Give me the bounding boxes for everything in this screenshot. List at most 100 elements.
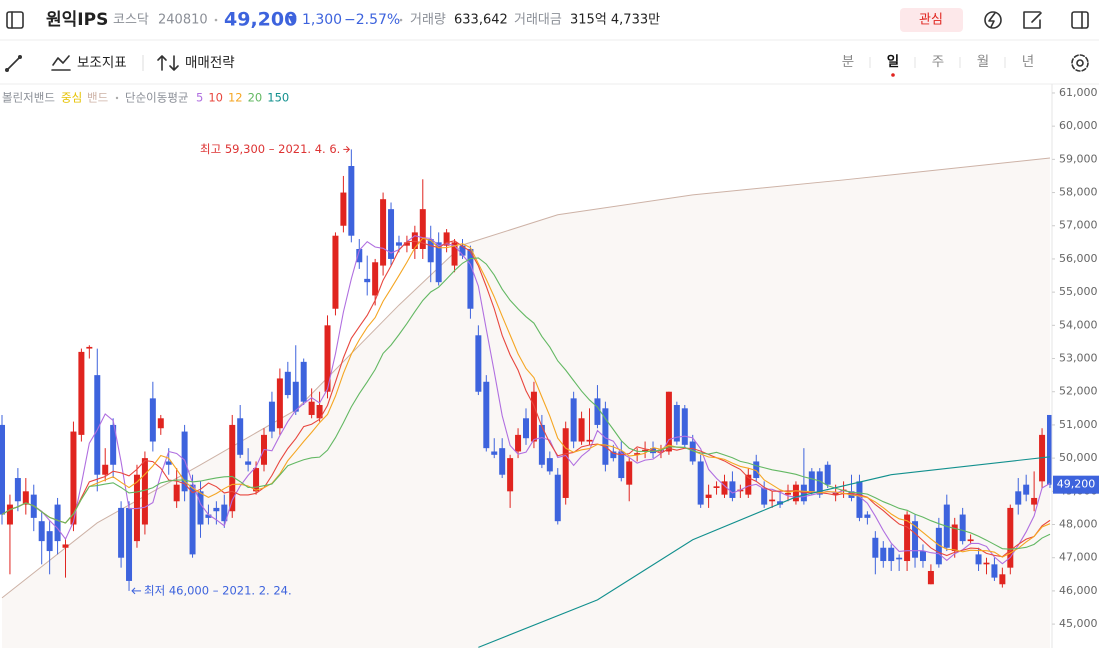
candle-body <box>141 458 148 525</box>
candle-body <box>94 375 101 475</box>
candle-body <box>904 514 911 562</box>
candle-body <box>467 248 474 309</box>
period-tab[interactable]: 주 <box>932 54 944 70</box>
period-tab[interactable]: 분 <box>842 54 854 70</box>
y-tick-label: 54,000 <box>1059 318 1098 331</box>
volume: 633,642 <box>454 13 508 28</box>
legend-sma: 단순이동평균 <box>125 91 188 105</box>
candle-body <box>380 199 387 266</box>
candle-body <box>1023 484 1030 495</box>
candle-body <box>229 424 236 512</box>
candle-body <box>62 544 69 548</box>
candle-body <box>221 504 228 522</box>
period-tab[interactable]: 월 <box>977 54 989 70</box>
candle-body <box>324 325 331 392</box>
y-tick-label: 47,000 <box>1059 551 1098 564</box>
indicators-button[interactable]: 보조지표 <box>77 55 127 71</box>
separator <box>115 96 119 100</box>
candle-body <box>785 492 791 495</box>
price-tag <box>1053 475 1099 494</box>
candle-body <box>538 424 545 465</box>
moving-average-line <box>478 456 1051 648</box>
candle-body <box>126 507 133 581</box>
candle-body <box>864 514 871 518</box>
candle-body <box>0 424 5 515</box>
y-tick-label: 59,000 <box>1059 152 1098 165</box>
candle-body <box>22 491 29 505</box>
annotation-arrowhead <box>345 146 351 153</box>
candle-body <box>110 424 117 465</box>
legend-sma-period: 150 <box>267 91 289 105</box>
legend-bollinger-center: 중심 <box>61 91 82 105</box>
candle-body <box>896 557 903 560</box>
separator <box>214 18 218 22</box>
moving-average-line <box>1 237 1051 558</box>
change-rate: −2.57% <box>344 12 400 28</box>
legend-bollinger: 볼린저밴드 <box>2 91 55 105</box>
candle-body <box>753 461 760 479</box>
candle-body <box>308 401 315 415</box>
settings-icon[interactable] <box>1071 54 1089 72</box>
candle-body <box>253 468 260 492</box>
panel-icon[interactable] <box>1071 11 1089 29</box>
y-tick-label: 51,000 <box>1059 418 1098 431</box>
candle-body <box>213 507 220 512</box>
y-tick-label: 55,000 <box>1059 285 1098 298</box>
candle-body <box>86 346 93 349</box>
candle-body <box>356 248 363 263</box>
candle-body <box>197 491 204 525</box>
candle-body <box>499 448 506 475</box>
candle-body <box>634 453 641 455</box>
candle-body <box>515 434 522 452</box>
candle-body <box>70 431 77 525</box>
strategy-button[interactable]: 매매전략 <box>185 55 235 71</box>
candle-body <box>610 451 617 459</box>
candle-body <box>388 209 395 259</box>
watch-button[interactable] <box>900 8 963 32</box>
y-tick-label: 52,000 <box>1059 385 1098 398</box>
period-tab[interactable]: 년 <box>1022 54 1034 70</box>
y-tick-label: 58,000 <box>1059 186 1098 199</box>
y-tick-label: 53,000 <box>1059 352 1098 365</box>
candle-body <box>832 492 839 495</box>
candle-body <box>665 391 672 452</box>
separator <box>399 18 403 22</box>
watch-button-label[interactable]: 관심 <box>919 13 943 28</box>
candle-body <box>364 278 371 283</box>
candle-body <box>824 464 831 485</box>
candle-body <box>912 521 919 558</box>
candle-body <box>586 439 593 442</box>
candle-body <box>657 449 664 452</box>
sidebar-icon[interactable] <box>6 11 24 29</box>
candle-body <box>570 398 577 442</box>
draw-icon[interactable] <box>5 55 22 72</box>
candle-body <box>523 418 529 439</box>
candle-body <box>6 504 13 525</box>
flash-icon[interactable] <box>984 11 1002 29</box>
candle-body <box>451 242 458 266</box>
edit-icon[interactable] <box>1023 11 1042 29</box>
candle-body <box>1031 497 1038 505</box>
strategy-icon[interactable] <box>157 55 179 71</box>
y-tick-label: 56,000 <box>1059 252 1098 265</box>
candle-body <box>618 451 625 479</box>
candle-body <box>118 507 125 558</box>
candle-body <box>316 405 323 419</box>
candle-body <box>284 371 291 396</box>
period-tab[interactable]: 일 <box>887 54 899 70</box>
candle-body <box>808 471 815 492</box>
candle-body <box>769 499 776 502</box>
change-arrow: ▼ <box>288 13 297 26</box>
indicator-icon[interactable] <box>51 55 71 71</box>
stock-code: 240810 <box>158 13 208 28</box>
candle-body <box>292 381 299 412</box>
y-tick-label: 61,000 <box>1059 86 1098 99</box>
candle-body <box>427 239 434 263</box>
y-tick-label: 48,000 <box>1059 518 1098 531</box>
candle-body <box>38 521 45 542</box>
candle-body <box>102 464 109 475</box>
plot-area <box>0 149 1052 648</box>
moving-average-line <box>1 235 1051 565</box>
